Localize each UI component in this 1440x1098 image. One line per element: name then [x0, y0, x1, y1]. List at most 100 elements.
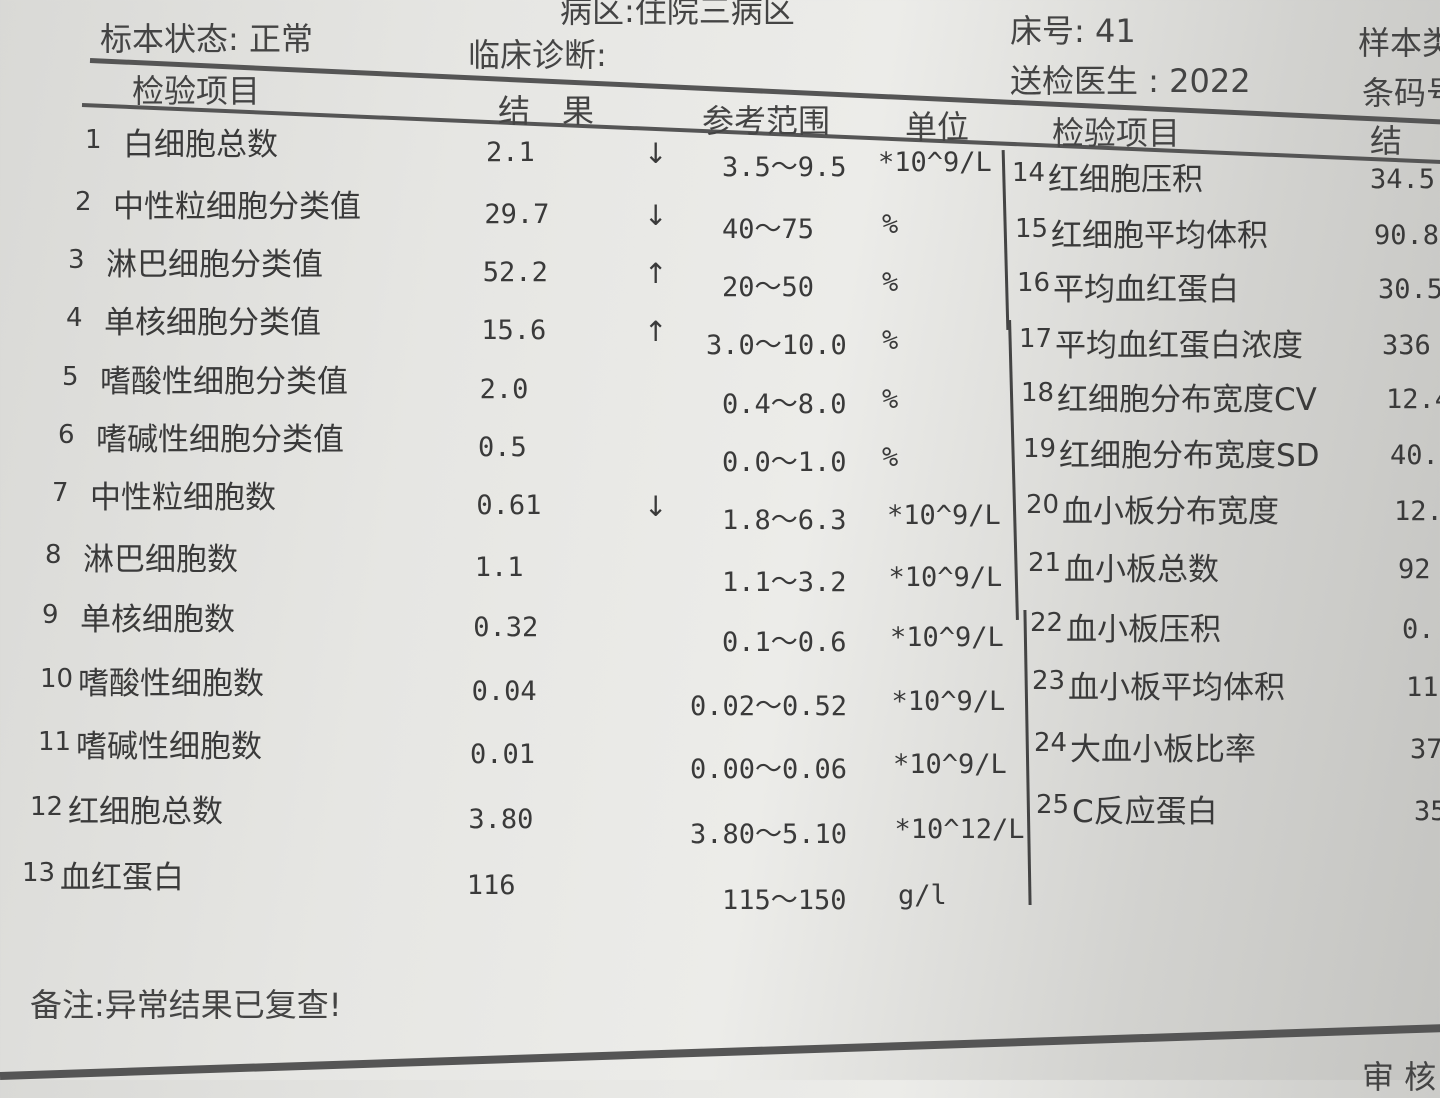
result-value: 29.7 — [484, 199, 550, 230]
item-name: 嗜碱性细胞数 — [76, 729, 262, 765]
ward: 病区:住院三病区 — [560, 0, 795, 30]
row-number: 19 — [1023, 434, 1057, 464]
unit: g/l — [898, 880, 947, 911]
item-name: 淋巴细胞分类值 — [106, 247, 323, 283]
result-value: 35 — [1414, 796, 1440, 827]
unit: *10^9/L — [888, 562, 1003, 593]
reference-range: 3.80～5.10 — [690, 819, 848, 850]
result-value: 0.01 — [470, 739, 536, 770]
row-number: 4 — [66, 303, 83, 333]
item-name: 血小板平均体积 — [1068, 670, 1285, 706]
col-result: 结 果 — [498, 92, 595, 130]
row-number: 2 — [75, 187, 92, 217]
result-value: 0.04 — [471, 676, 537, 707]
reference-range: 1.1～3.2 — [722, 567, 847, 598]
result-value: 92 — [1398, 554, 1431, 585]
unit: *10^9/L — [893, 749, 1007, 780]
specimen-status: 标本状态: 正常 — [100, 20, 313, 58]
abnormal-flag: ↓ — [644, 490, 668, 523]
col-reference: 参考范围 — [702, 102, 831, 140]
unit: % — [882, 442, 899, 473]
item-name: 中性粒细胞数 — [90, 480, 276, 516]
unit: *10^9/L — [890, 622, 1004, 653]
reference-range: 0.4～8.0 — [722, 389, 847, 420]
result-value: 12. — [1394, 496, 1440, 527]
result-value: 90.8 — [1374, 220, 1440, 251]
row-number: 22 — [1030, 608, 1064, 638]
item-name: 红细胞分布宽度SD — [1059, 438, 1320, 474]
result-value: 40. — [1390, 440, 1439, 471]
item-name: 血小板分布宽度 — [1062, 494, 1279, 530]
abnormal-flag: ↓ — [644, 199, 668, 232]
item-name: 单核细胞数 — [80, 602, 235, 638]
unit: *10^9/L — [891, 686, 1006, 717]
doctor: 送检医生 : 2022 — [1010, 62, 1251, 100]
row-number: 17 — [1019, 324, 1053, 354]
item-name: 平均血红蛋白 — [1053, 272, 1239, 308]
result-value: 37 — [1410, 734, 1440, 765]
item-name: 大血小板比率 — [1070, 732, 1256, 768]
result-value: 52.2 — [482, 257, 548, 288]
row-number: 23 — [1032, 666, 1066, 696]
row-number: 10 — [40, 664, 74, 694]
result-value: 0.5 — [478, 432, 527, 463]
item-name: 血红蛋白 — [60, 860, 184, 896]
item-name: C反应蛋白 — [1072, 794, 1218, 830]
row-number: 13 — [22, 858, 56, 888]
row-number: 20 — [1026, 490, 1060, 520]
col-item: 检验项目 — [132, 72, 261, 110]
row-number: 15 — [1015, 214, 1049, 244]
unit: % — [882, 384, 899, 415]
remark: 备注:异常结果已复查! — [30, 986, 342, 1024]
unit: *10^9/L — [887, 500, 1001, 531]
result-value: 11 — [1406, 672, 1439, 703]
row-number: 25 — [1036, 790, 1070, 820]
unit: *10^12/L — [894, 814, 1025, 845]
abnormal-flag: ↑ — [644, 315, 668, 348]
specimen-type: 样本类 — [1358, 24, 1440, 62]
reference-range: 40～75 — [722, 214, 815, 245]
result-value: 1.1 — [474, 552, 524, 583]
row-number: 8 — [45, 540, 62, 570]
row-number: 14 — [1012, 158, 1046, 188]
abnormal-flag: ↑ — [644, 257, 668, 290]
item-name: 血小板压积 — [1066, 612, 1221, 648]
row-number: 12 — [30, 792, 64, 822]
result-value: 0.32 — [473, 612, 539, 643]
footer-rule — [0, 1023, 1440, 1080]
row-number: 11 — [38, 727, 72, 757]
bed-number: 床号: 41 — [1010, 12, 1136, 50]
row-number: 16 — [1017, 268, 1051, 298]
reference-range: 3.0～10.0 — [706, 330, 847, 361]
row-number: 18 — [1021, 378, 1055, 408]
result-value: 12.4 — [1386, 384, 1440, 415]
row-number: 1 — [85, 125, 102, 155]
col-unit: 单位 — [905, 108, 970, 146]
item-name: 嗜酸性细胞数 — [78, 666, 264, 702]
item-name: 红细胞压积 — [1048, 162, 1203, 198]
reference-range: 1.8～6.3 — [722, 505, 847, 536]
col-item-right: 检验项目 — [1052, 114, 1181, 152]
item-name: 嗜碱性细胞分类值 — [96, 422, 344, 458]
row-number: 6 — [58, 420, 75, 450]
result-value: 3.80 — [468, 804, 534, 835]
reference-range: 20～50 — [722, 272, 815, 303]
clinical-diagnosis: 临床诊断: — [468, 36, 607, 74]
reference-range: 0.00～0.06 — [690, 754, 848, 785]
result-value: 116 — [466, 870, 516, 901]
item-name: 红细胞平均体积 — [1051, 218, 1268, 254]
reference-range: 0.1～0.6 — [722, 627, 847, 658]
col-result-right: 结 — [1370, 122, 1403, 160]
item-name: 红细胞分布宽度CV — [1057, 382, 1317, 418]
unit: *10^9/L — [878, 147, 992, 178]
row-number: 21 — [1028, 548, 1062, 578]
row-number: 5 — [62, 362, 79, 392]
result-value: 336 — [1382, 330, 1431, 361]
item-name: 淋巴细胞数 — [83, 542, 238, 578]
barcode: 条码号 — [1362, 74, 1440, 112]
item-name: 白细胞总数 — [123, 127, 278, 163]
row-number: 9 — [42, 600, 59, 630]
reviewer: 审 核 — [1362, 1058, 1437, 1096]
reference-range: 0.0～1.0 — [722, 447, 847, 478]
row-number: 24 — [1034, 728, 1068, 758]
